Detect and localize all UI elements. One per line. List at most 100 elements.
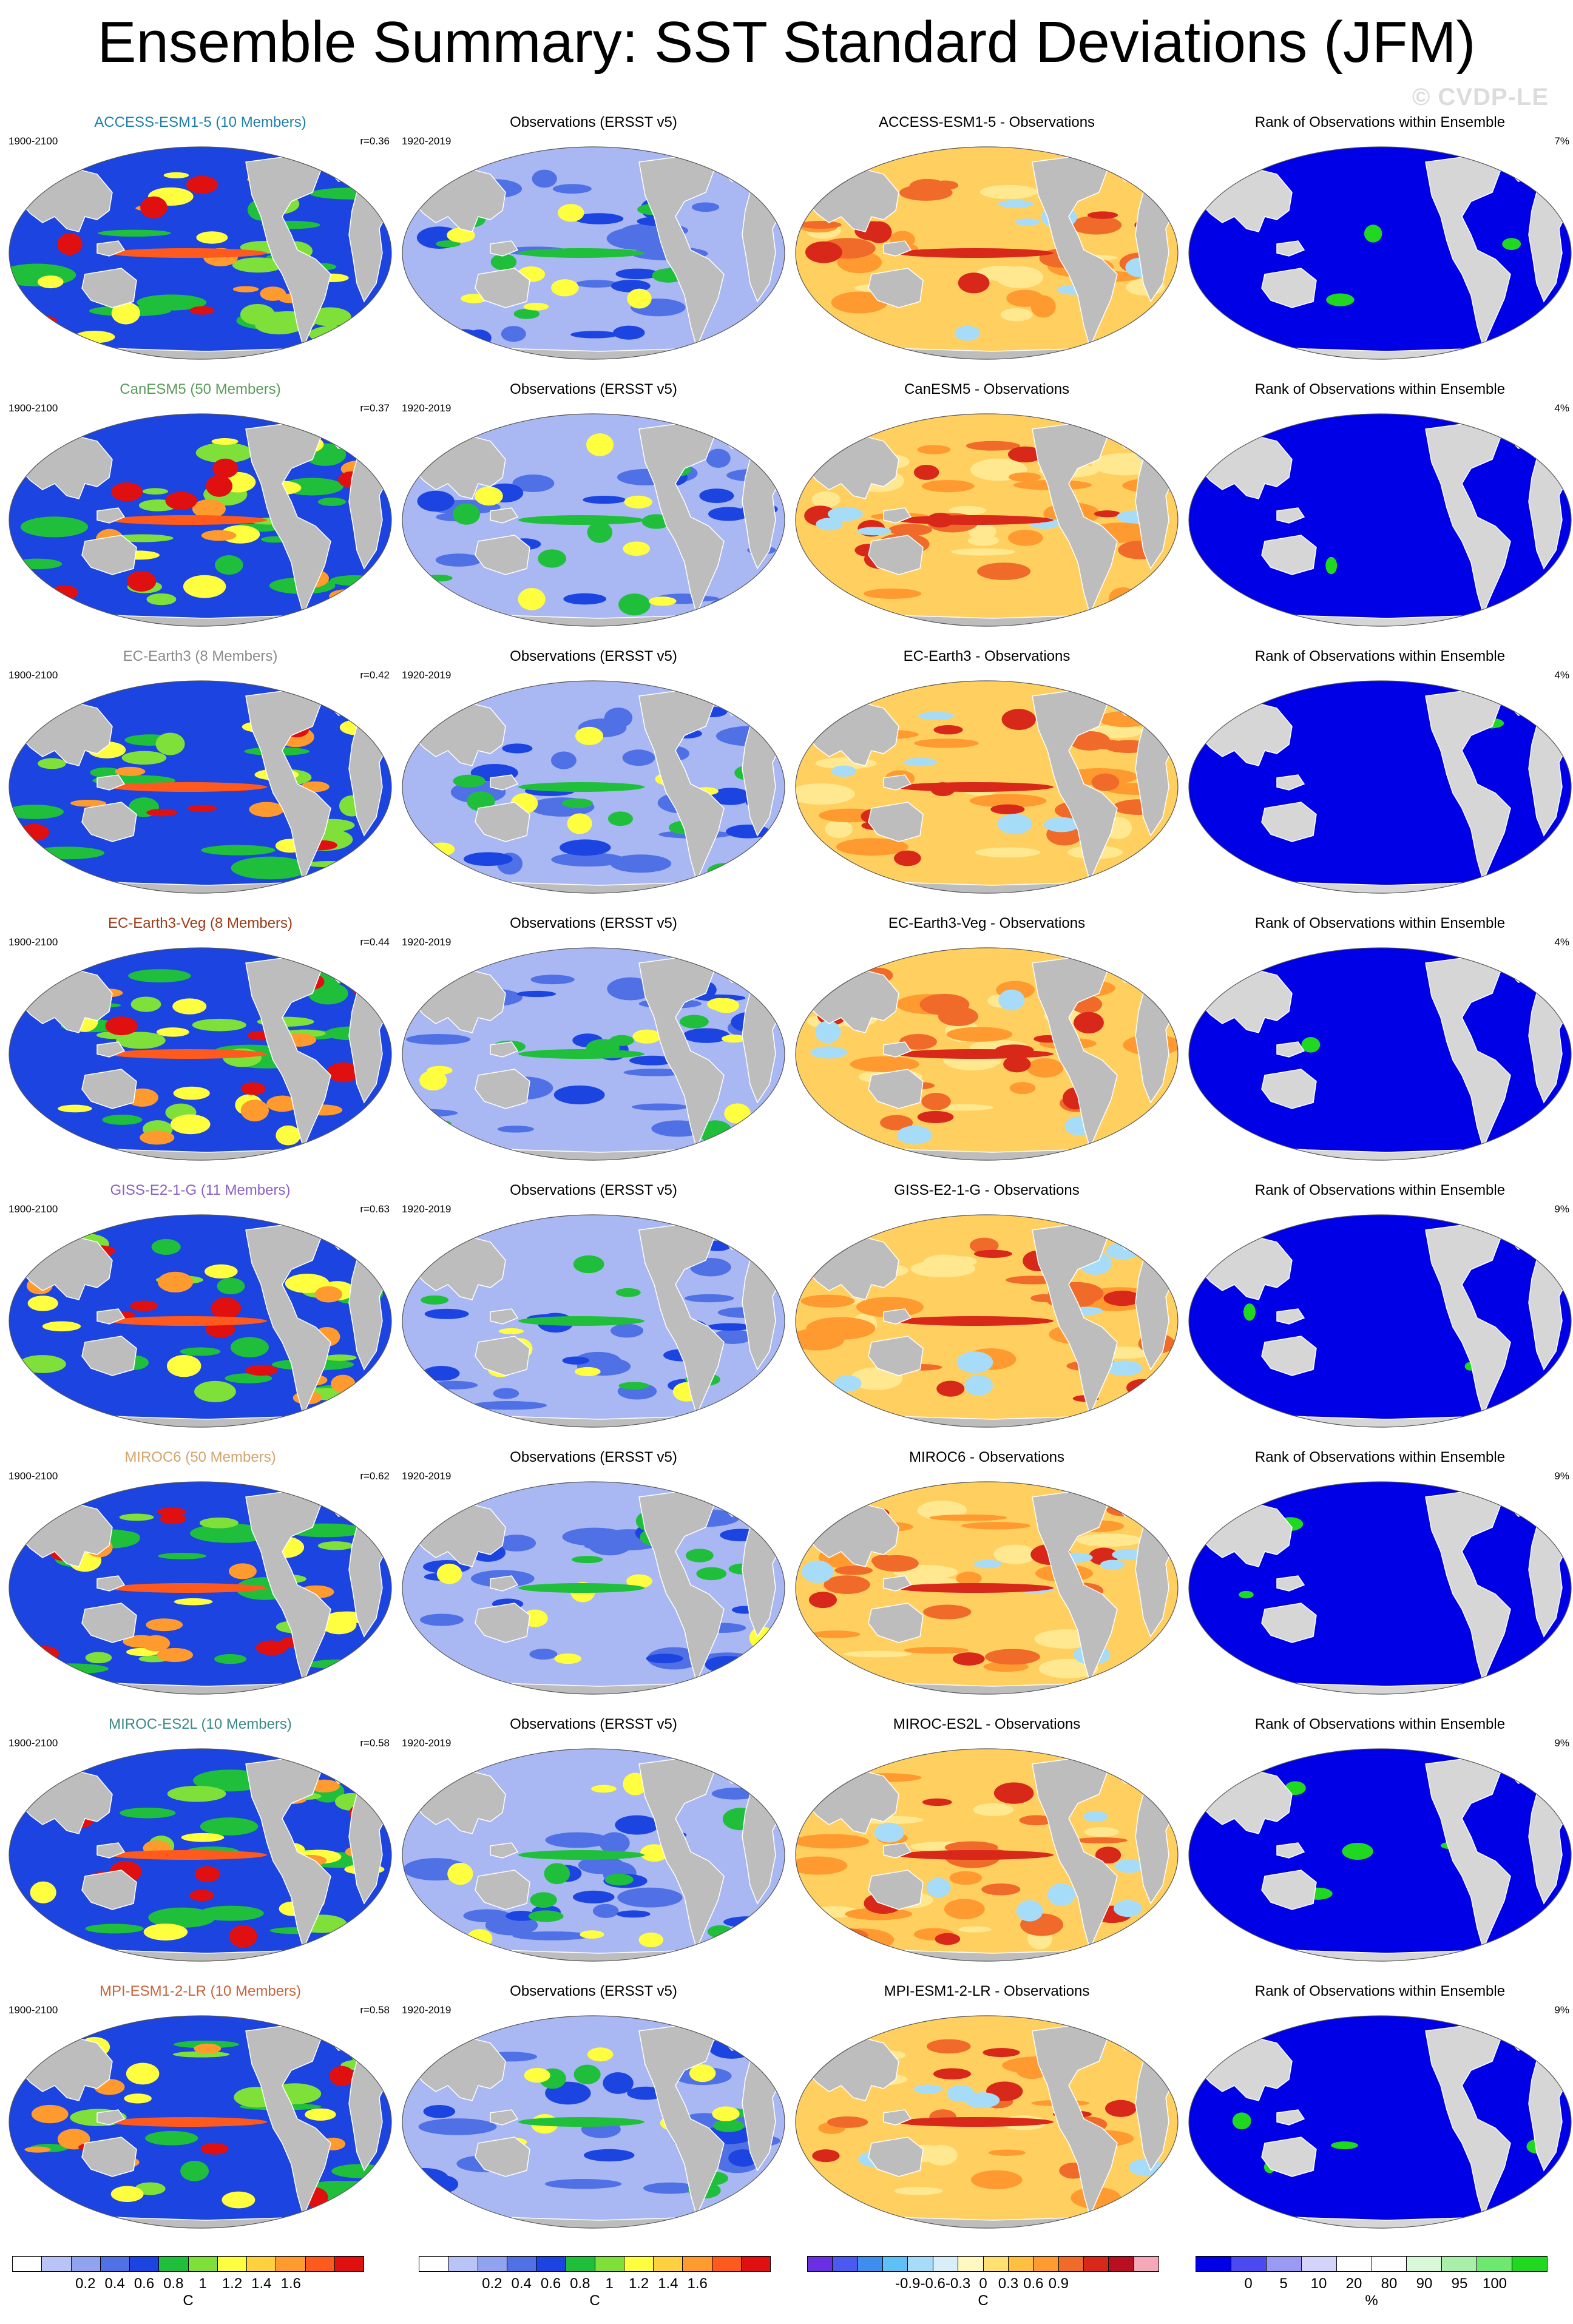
obs-panel: Observations (ERSST v5) 1920-2019 xyxy=(393,106,794,373)
map-border xyxy=(402,947,785,1161)
colorbar-tick-label: 1.4 xyxy=(658,2275,678,2292)
map-border xyxy=(1188,2015,1572,2229)
ens-field-patch xyxy=(170,1114,211,1135)
colorbar-ticks: 0 5 10 20 80 90 95 100 xyxy=(1196,2275,1548,2294)
diff-field-patch xyxy=(958,272,990,294)
rank-panel-title: Rank of Observations within Ensemble xyxy=(1254,381,1506,397)
diff-field-patch xyxy=(1138,326,1168,341)
diff-field-patch xyxy=(951,548,1015,556)
obs-field-patch xyxy=(587,2047,614,2062)
ens-field-patch xyxy=(285,1274,330,1294)
colorbar-row: 0.2 0.4 0.6 0.8 1 1.2 1.4 1.6 C 0.2 0.4 0.6 0.8 1 1.2 1… xyxy=(0,2245,1573,2324)
diff-field-patch xyxy=(952,1652,985,1666)
ens-field-patch xyxy=(305,861,354,868)
land-mass xyxy=(1276,774,1305,791)
obs-field-patch xyxy=(532,169,557,188)
rank-percent-label: 9% xyxy=(1554,1203,1569,1215)
colorbar-tick-label: 90 xyxy=(1416,2275,1433,2292)
rank-panel-title: Rank of Observations within Ensemble xyxy=(1254,1983,1506,1999)
land-mass xyxy=(475,1069,530,1109)
diff-equatorial-feature xyxy=(896,2117,1054,2127)
diff-panel-title: GISS-E2-1-G - Observations xyxy=(894,1182,1080,1198)
obs-field-patch xyxy=(615,1815,659,1835)
colorbar-tick-label: -0.9 xyxy=(895,2275,921,2292)
obs-field-patch xyxy=(624,495,653,508)
ens-field-patch xyxy=(37,275,64,289)
obs-field-patch xyxy=(586,433,614,456)
diff-panel-title: CanESM5 - Observations xyxy=(904,381,1070,397)
ens-field-patch xyxy=(29,1243,55,1251)
diff-field-patch xyxy=(1015,218,1040,226)
diff-field-patch xyxy=(843,1650,912,1658)
year-range-label: 1920-2019 xyxy=(402,1203,452,1215)
obs-field-patch xyxy=(648,596,677,606)
diff-field-patch xyxy=(805,241,842,263)
colorbar-swatch xyxy=(624,2257,654,2271)
ens-field-patch xyxy=(167,1785,226,1802)
diff-field-patch xyxy=(1094,510,1121,518)
ens-field-patch xyxy=(146,1618,183,1632)
obs-field-patch xyxy=(575,280,618,288)
rank-field-patch xyxy=(1243,1303,1256,1321)
diff-field-patch xyxy=(949,1871,983,1885)
colorbar-tick-label: 5 xyxy=(1279,2275,1288,2292)
colorbar-swatch xyxy=(1372,2257,1407,2271)
colorbar-swatch xyxy=(448,2257,478,2271)
ens-field-patch xyxy=(205,1264,238,1279)
obs-field-patch xyxy=(523,303,549,311)
diff-field-patch xyxy=(1030,295,1056,318)
land-mass xyxy=(1276,1041,1305,1058)
diff-map xyxy=(795,2015,1179,2229)
ens-field-patch xyxy=(70,799,107,807)
obs-field-patch xyxy=(427,1066,453,1075)
obs-field-patch xyxy=(496,1535,536,1552)
map-border xyxy=(402,1481,785,1695)
year-range-label: 1900-2100 xyxy=(8,669,58,681)
obs-panel-title: Observations (ERSST v5) xyxy=(510,1449,677,1465)
land-mass xyxy=(868,1069,924,1109)
ens-panel: ACCESS-ESM1-5 (10 Members) 1900-2100 r=0.3… xyxy=(0,106,401,373)
colorbar-tick-label: 0.2 xyxy=(482,2275,502,2292)
ens-field-patch xyxy=(199,1517,238,1529)
obs-field-patch xyxy=(570,331,619,339)
ens-field-patch xyxy=(130,1300,158,1311)
colorbar-swatch xyxy=(305,2257,335,2271)
ens-map xyxy=(8,1481,392,1695)
rank-panel: Rank of Observations within Ensemble 4% xyxy=(1180,373,1573,640)
ens-field-patch xyxy=(201,845,276,856)
land-mass xyxy=(475,1603,530,1643)
ens-field-patch xyxy=(57,233,83,255)
pattern-correlation-label: r=0.36 xyxy=(360,135,390,147)
obs-equatorial-feature xyxy=(518,1316,644,1326)
obs-field-patch xyxy=(680,1015,709,1029)
ens-map xyxy=(8,680,392,894)
ens-field-patch xyxy=(12,558,63,570)
obs-field-patch xyxy=(691,202,720,212)
colorbar-tick-label: 1.6 xyxy=(687,2275,708,2292)
rank-panel-title: Rank of Observations within Ensemble xyxy=(1254,114,1506,130)
obs-field-patch xyxy=(709,788,751,805)
land-mass xyxy=(883,1041,912,1058)
colorbar-ticks: 0.2 0.4 0.6 0.8 1 1.2 1.4 1.6 xyxy=(12,2275,364,2294)
obs-field-patch xyxy=(530,975,575,985)
land-mass xyxy=(245,155,331,349)
diff-field-patch xyxy=(981,1883,1021,1896)
colorbar-ticks: 0.2 0.4 0.6 0.8 1 1.2 1.4 1.6 xyxy=(419,2275,771,2294)
colorbar-diff: -0.9 -0.6 -0.3 0 0.3 0.6 0.9 C xyxy=(807,2256,1159,2311)
diff-field-patch xyxy=(834,1375,862,1392)
diff-panel-title: MIROC6 - Observations xyxy=(908,1449,1065,1465)
obs-equatorial-feature xyxy=(518,1049,644,1059)
obs-field-patch xyxy=(603,2072,634,2094)
colorbar-swatch xyxy=(334,2257,364,2271)
rank-field-patch xyxy=(1342,1842,1373,1860)
ens-field-patch xyxy=(126,2062,160,2085)
obs-field-patch xyxy=(467,1929,493,1948)
colorbar-rank: 0 5 10 20 80 90 95 100% xyxy=(1196,2256,1548,2311)
ens-field-patch xyxy=(190,1524,271,1543)
ens-panel: MIROC-ES2L (10 Members) 1900-2100 r=0.58 xyxy=(0,1708,401,1975)
land-mass xyxy=(81,1870,137,1910)
diff-field-patch xyxy=(969,1237,999,1254)
land-mass xyxy=(490,774,519,791)
ens-field-patch xyxy=(143,1924,188,1941)
diff-field-patch xyxy=(966,441,1020,451)
